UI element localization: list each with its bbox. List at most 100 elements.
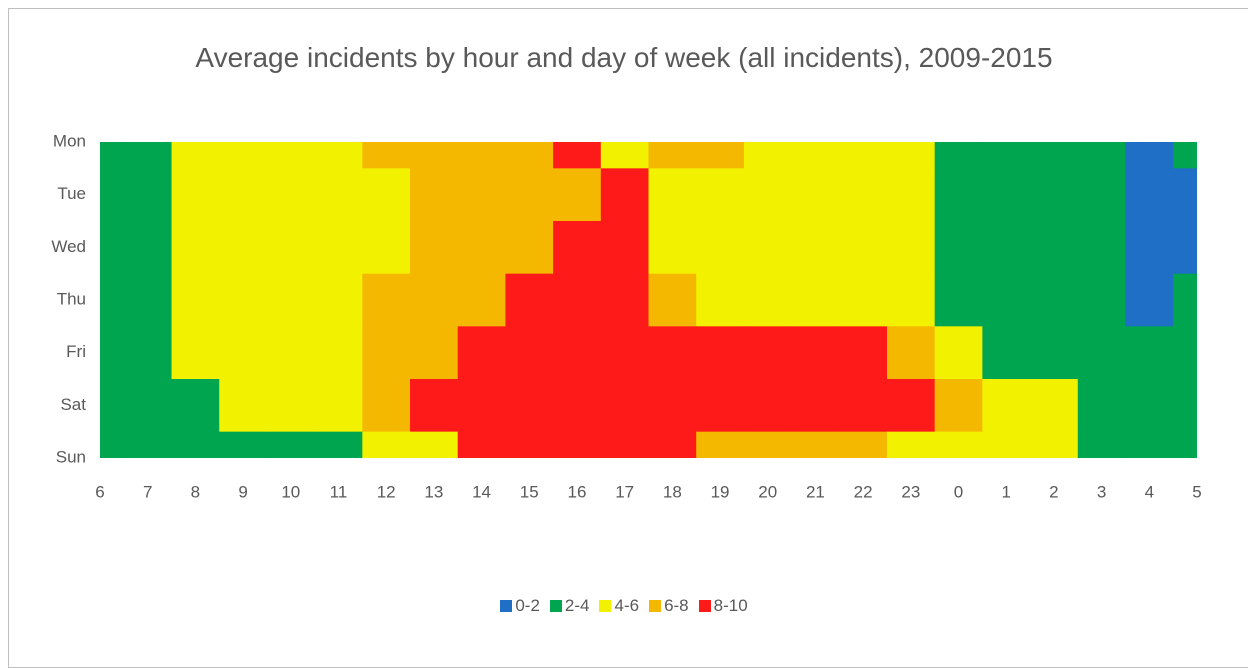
- surface-cell: [600, 168, 649, 222]
- surface-cell: [600, 326, 649, 380]
- surface-cell: [648, 379, 697, 433]
- surface-cell: [696, 221, 745, 275]
- legend-swatch: [549, 600, 562, 612]
- surface-cell: [839, 142, 888, 169]
- surface-cell: [743, 168, 793, 222]
- surface-cell: [553, 273, 602, 327]
- surface-cell: [600, 431, 649, 458]
- surface-cell: [100, 431, 125, 458]
- y-tick-label: Tue: [57, 184, 86, 203]
- surface-cell: [1077, 379, 1126, 433]
- surface-cell: [171, 379, 220, 433]
- surface-cell: [457, 142, 506, 169]
- surface-cell: [1173, 168, 1197, 222]
- surface-cell: [839, 168, 888, 222]
- surface-cell: [743, 431, 793, 458]
- surface-cell: [648, 326, 697, 380]
- surface-cell: [219, 431, 268, 458]
- x-tick-label: 1: [1001, 482, 1010, 501]
- surface-cell: [219, 273, 268, 327]
- surface-cell: [505, 273, 554, 327]
- surface: [100, 142, 1197, 458]
- surface-cell: [696, 326, 745, 380]
- surface-cell: [457, 221, 506, 275]
- x-tick-label: 16: [567, 482, 586, 501]
- surface-cell: [362, 168, 411, 222]
- x-tick-label: 0: [954, 482, 963, 501]
- surface-cell: [1125, 273, 1174, 327]
- surface-cell: [410, 221, 459, 275]
- surface-cell: [410, 431, 459, 458]
- surface-cell: [100, 273, 125, 327]
- surface-cell: [1077, 326, 1126, 380]
- surface-cell: [100, 168, 125, 222]
- surface-cell: [648, 168, 697, 222]
- legend-item: 2-4: [549, 596, 590, 616]
- surface-cell: [791, 273, 840, 327]
- x-tick-label: 14: [472, 482, 491, 501]
- x-tick-label: 18: [663, 482, 682, 501]
- surface-cell: [982, 142, 1031, 169]
- surface-cell: [648, 221, 697, 275]
- surface-cell: [314, 431, 363, 458]
- surface-cell: [266, 168, 316, 222]
- x-tick-label: 2: [1049, 482, 1058, 501]
- surface-cell: [1173, 431, 1197, 458]
- surface-cell: [553, 379, 602, 433]
- x-tick-label: 13: [424, 482, 443, 501]
- x-tick-label: 12: [377, 482, 396, 501]
- surface-cell: [886, 326, 936, 380]
- surface-cell: [314, 273, 363, 327]
- surface-cell: [123, 431, 173, 458]
- surface-cell: [982, 221, 1031, 275]
- y-tick-label: Wed: [51, 237, 86, 256]
- surface-cell: [791, 168, 840, 222]
- surface-cell: [100, 326, 125, 380]
- surface-cell: [314, 326, 363, 380]
- surface-cell: [886, 431, 936, 458]
- legend-swatch: [599, 600, 612, 612]
- surface-cell: [171, 168, 220, 222]
- surface-cell: [553, 431, 602, 458]
- surface-cell: [743, 221, 793, 275]
- surface-cell: [743, 379, 793, 433]
- surface-cell: [1125, 326, 1174, 380]
- x-tick-label: 22: [854, 482, 873, 501]
- legend-swatch: [500, 600, 513, 612]
- surface-cell: [266, 431, 316, 458]
- chart-title: Average incidents by hour and day of wee…: [195, 42, 1053, 73]
- x-tick-label: 4: [1145, 482, 1154, 501]
- surface-cell: [362, 326, 411, 380]
- surface-cell: [934, 142, 983, 169]
- legend-swatch: [698, 600, 711, 612]
- x-tick-label: 23: [901, 482, 920, 501]
- surface-cell: [1125, 221, 1174, 275]
- surface-cell: [1173, 273, 1197, 327]
- surface-cell: [600, 273, 649, 327]
- x-tick-label: 11: [330, 482, 348, 501]
- surface-cell: [1125, 168, 1174, 222]
- surface-cell: [696, 168, 745, 222]
- y-tick-label: Fri: [66, 342, 86, 361]
- surface-cell: [934, 168, 983, 222]
- y-tick-label: Mon: [53, 131, 86, 150]
- surface-cell: [648, 431, 697, 458]
- surface-cell: [100, 142, 125, 169]
- x-tick-label: 20: [758, 482, 777, 501]
- surface-cell: [410, 326, 459, 380]
- x-tick-label: 6: [95, 482, 104, 501]
- surface-cell: [1077, 431, 1126, 458]
- surface-cell: [1030, 168, 1079, 222]
- surface-cell: [457, 273, 506, 327]
- surface-cell: [600, 221, 649, 275]
- surface-cell: [219, 168, 268, 222]
- surface-cell: [123, 142, 173, 169]
- surface-cell: [171, 221, 220, 275]
- legend-label: 2-4: [564, 596, 590, 615]
- surface-cell: [505, 221, 554, 275]
- surface-cell: [410, 379, 459, 433]
- legend-item: 4-6: [599, 596, 639, 616]
- x-tick-label: 15: [520, 482, 539, 501]
- surface-cell: [934, 431, 983, 458]
- surface-cell: [123, 379, 173, 433]
